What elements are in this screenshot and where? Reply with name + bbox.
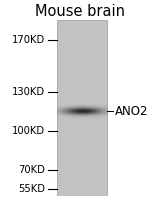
Text: 70KD: 70KD: [18, 165, 45, 175]
Text: 130KD: 130KD: [12, 87, 45, 97]
Title: Mouse brain: Mouse brain: [35, 4, 125, 19]
Bar: [57, 20, 107, 196]
Text: 100KD: 100KD: [12, 126, 45, 136]
Text: 55KD: 55KD: [18, 184, 45, 194]
Text: ANO2: ANO2: [115, 105, 148, 118]
Text: 170KD: 170KD: [12, 35, 45, 45]
